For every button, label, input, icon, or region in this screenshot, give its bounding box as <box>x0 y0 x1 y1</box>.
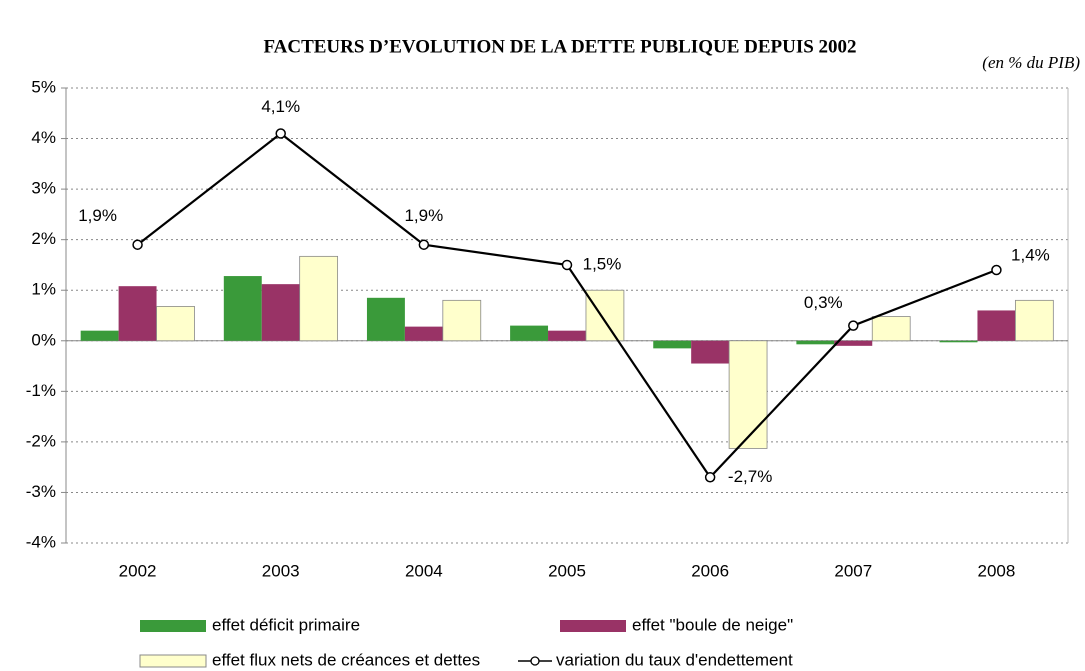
bar <box>939 340 978 343</box>
bar <box>223 276 262 341</box>
bar <box>871 316 911 342</box>
data-label: 4,1% <box>261 97 300 116</box>
data-label: 1,9% <box>78 206 117 225</box>
line-marker <box>132 239 143 250</box>
legend-swatch <box>140 620 206 632</box>
bar <box>442 299 482 342</box>
line-marker <box>418 239 430 250</box>
data-label: -2,7% <box>728 467 772 486</box>
bar <box>834 340 873 346</box>
data-label: 0,3% <box>804 293 843 312</box>
legend-label: effet flux nets de créances et dettes <box>212 650 480 669</box>
bar <box>1014 299 1054 342</box>
bar <box>728 340 768 449</box>
data-label: 1,5% <box>583 254 622 273</box>
bar <box>977 310 1016 341</box>
chart-subtitle: (en % du PIB) <box>982 53 1080 72</box>
line-marker <box>561 259 573 271</box>
bar <box>691 340 730 364</box>
y-tick-label: -1% <box>26 381 56 400</box>
bar <box>366 297 405 341</box>
line-marker <box>275 128 286 139</box>
x-tick-label: 2006 <box>691 561 729 580</box>
y-tick-label: -2% <box>26 431 56 450</box>
y-tick-label: 5% <box>31 77 56 96</box>
line-marker <box>848 320 859 331</box>
y-tick-label: 3% <box>31 179 56 198</box>
y-tick-label: 4% <box>31 128 56 147</box>
legend-swatch <box>139 654 207 668</box>
data-label: 1,4% <box>1011 245 1050 264</box>
legend-swatch <box>560 620 626 632</box>
x-tick-label: 2002 <box>119 561 157 580</box>
y-tick-label: -3% <box>26 482 56 501</box>
line-marker <box>704 472 716 483</box>
x-tick-label: 2005 <box>548 561 586 580</box>
x-tick-label: 2004 <box>405 561 443 580</box>
line-marker <box>991 264 1002 276</box>
y-tick-label: 2% <box>31 229 56 248</box>
bar <box>156 305 195 342</box>
bar <box>261 284 300 341</box>
legend-label: effet "boule de neige" <box>632 615 793 634</box>
data-label: 1,9% <box>404 206 443 225</box>
bar <box>118 286 157 341</box>
y-tick-label: 0% <box>31 330 56 349</box>
legend-label: effet déficit primaire <box>212 615 360 634</box>
y-tick-label: -4% <box>26 532 56 551</box>
y-tick-label: 1% <box>31 280 56 299</box>
bar <box>585 289 625 342</box>
legend-marker <box>530 656 540 666</box>
x-tick-label: 2003 <box>262 561 300 580</box>
bar <box>548 330 586 341</box>
chart-title: FACTEURS D’EVOLUTION DE LA DETTE PUBLIQU… <box>263 36 856 57</box>
bar <box>510 325 549 341</box>
bar <box>796 340 835 345</box>
bar <box>653 340 692 349</box>
bar <box>299 255 339 342</box>
bar <box>404 326 443 341</box>
x-tick-label: 2007 <box>834 561 872 580</box>
legend-label: variation du taux d'endettement <box>556 650 793 669</box>
bar <box>80 330 119 341</box>
x-tick-label: 2008 <box>978 561 1016 580</box>
